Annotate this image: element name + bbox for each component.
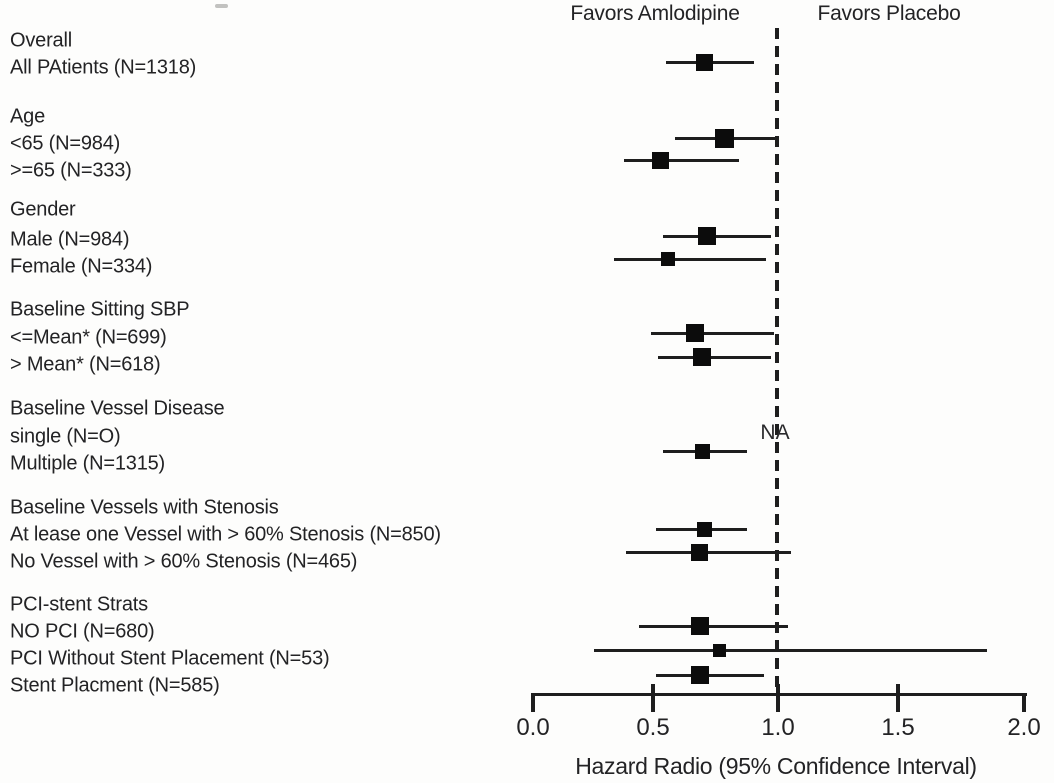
ci-line	[626, 550, 791, 554]
row-label: <65 (N=984)	[10, 132, 121, 155]
row-label: Female (N=334)	[10, 255, 153, 278]
hr-point	[690, 617, 709, 635]
group-label: Overall	[10, 29, 72, 52]
x-axis-tick-label: 2.0	[1007, 714, 1041, 741]
row-label: No Vessel with > 60% Stenosis (N=465)	[10, 550, 358, 573]
row-label: NO PCI (N=680)	[10, 620, 155, 643]
x-axis-title: Hazard Radio (95% Confidence Interval)	[575, 753, 977, 779]
group-label: PCI-stent Strats	[10, 593, 148, 616]
ci-line	[658, 355, 772, 359]
row-label: single (N=O)	[10, 425, 121, 448]
row-label: Male (N=984)	[10, 228, 130, 251]
favors-placebo-label: Favors Placebo	[817, 2, 961, 25]
row-label: <=Mean* (N=699)	[10, 326, 167, 349]
hr-point	[698, 227, 717, 245]
ci-line	[614, 257, 767, 261]
group-label: Gender	[10, 198, 76, 221]
hr-point	[686, 324, 705, 342]
favors-amlodipine-label: Favors Amlodipine	[570, 2, 740, 25]
x-axis-tick	[776, 684, 780, 712]
x-axis-tick	[531, 694, 535, 712]
row-label: All PAtients (N=1318)	[10, 56, 197, 79]
group-label: Age	[10, 105, 45, 128]
hr-point	[694, 443, 710, 459]
row-label: > Mean* (N=618)	[10, 353, 161, 376]
scan-artifact-dash	[215, 4, 228, 8]
row-label: >=65 (N=333)	[10, 159, 132, 182]
hr-point	[652, 151, 670, 169]
row-label: PCI Without Stent Placement (N=53)	[10, 647, 330, 670]
reference-line-hr1	[775, 28, 779, 694]
ci-line	[594, 648, 988, 652]
hr-point	[661, 252, 676, 266]
x-axis-tick-label: 1.0	[761, 714, 795, 741]
x-axis-tick-label: 0.0	[516, 714, 550, 741]
hr-point	[690, 666, 709, 684]
group-label: Baseline Vessel Disease	[10, 397, 225, 420]
x-axis-tick	[1022, 694, 1026, 712]
ci-line	[655, 673, 764, 677]
ci-line	[650, 331, 774, 335]
row-label: Multiple (N=1315)	[10, 452, 166, 475]
hr-point	[691, 543, 709, 561]
hr-point	[696, 53, 714, 71]
ci-line	[663, 234, 772, 238]
x-axis-tick	[651, 684, 655, 712]
row-label: At lease one Vessel with > 60% Stenosis …	[10, 523, 441, 546]
group-label: Baseline Vessels with Stenosis	[10, 496, 279, 519]
group-label: Baseline Sitting SBP	[10, 298, 190, 321]
hr-point	[713, 643, 727, 657]
x-axis-tick-label: 0.5	[636, 714, 670, 741]
hr-point	[714, 128, 734, 148]
na-annotation: NA	[760, 421, 790, 444]
row-label: Stent Placment (N=585)	[10, 674, 220, 697]
x-axis-tick	[896, 684, 900, 712]
hr-point	[697, 521, 713, 537]
hr-point	[693, 348, 712, 366]
ci-line	[623, 158, 740, 162]
x-axis-tick-label: 1.5	[881, 714, 915, 741]
ci-line	[638, 624, 789, 628]
